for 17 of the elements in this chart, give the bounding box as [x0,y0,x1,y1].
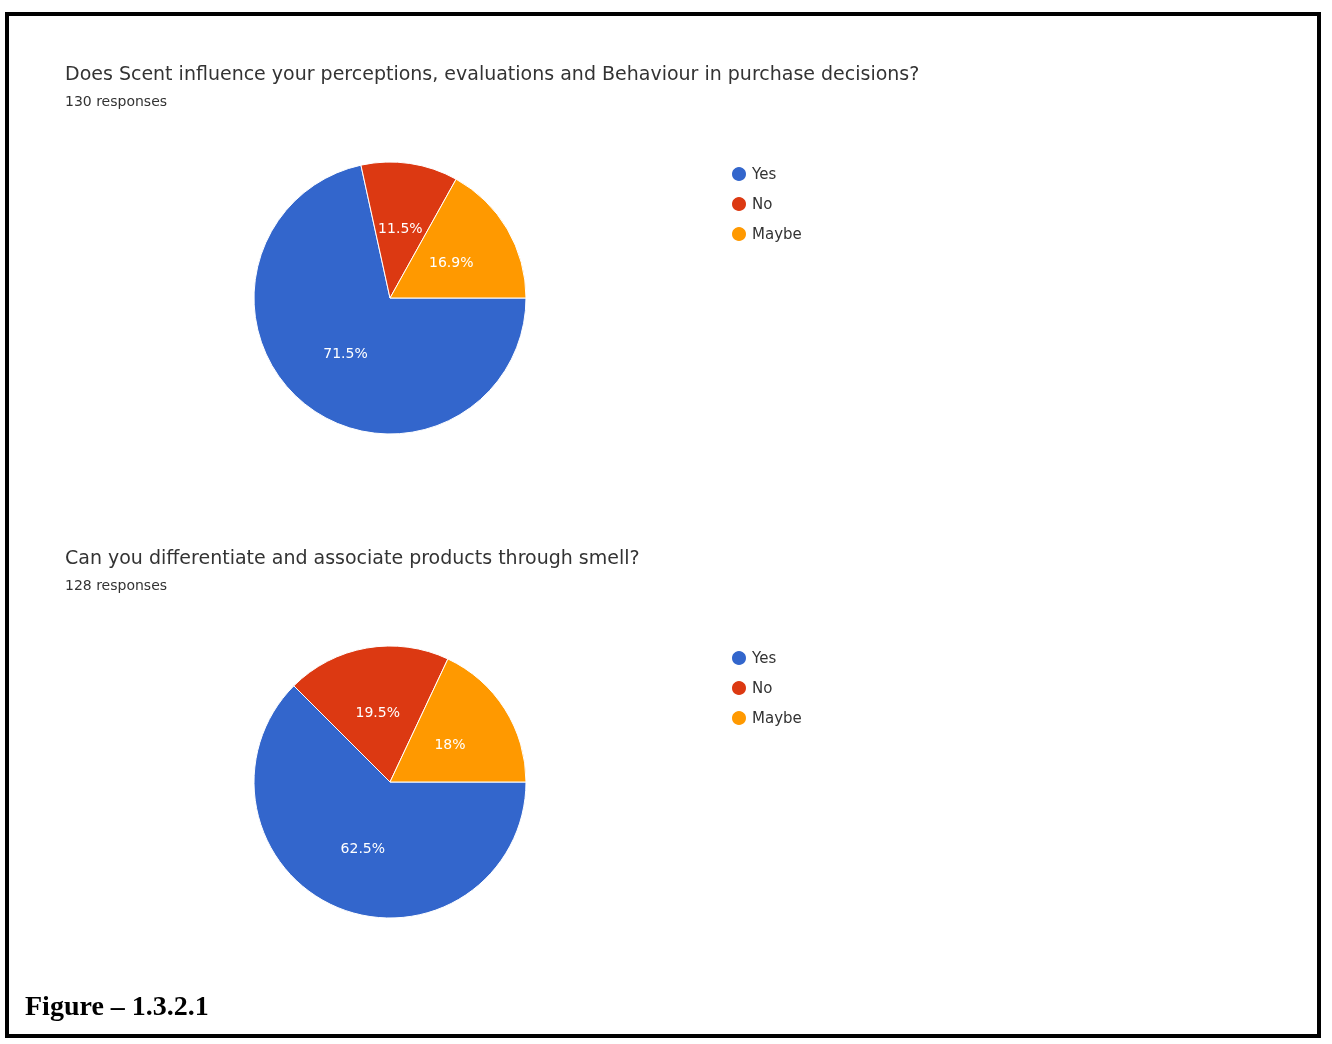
text: 130 responses [65,93,168,109]
legend-label: Maybe [752,225,802,243]
legend-label: Yes [751,165,777,183]
data-label: 11.5% [378,219,423,236]
data-label: 71.5% [323,345,368,362]
data-label: 62.5% [340,839,386,856]
data-label: 19.5% [355,704,401,721]
legend-label: No [752,679,773,697]
legend-label: No [752,195,773,213]
data-label: 18% [434,735,466,752]
legend-label: Maybe [752,709,802,727]
chart-title: Does Scent influence your perceptions, evaluations and Behaviour in purchase decisions? [65,61,920,84]
data-label: 16.9% [428,254,474,271]
legend-label: Yes [751,649,777,667]
chart-title: Can you differentiate and associate products through smell? [65,545,640,568]
text: 128 responses [65,577,168,593]
text: Figure – 1.3.2.1 [25,990,209,1022]
